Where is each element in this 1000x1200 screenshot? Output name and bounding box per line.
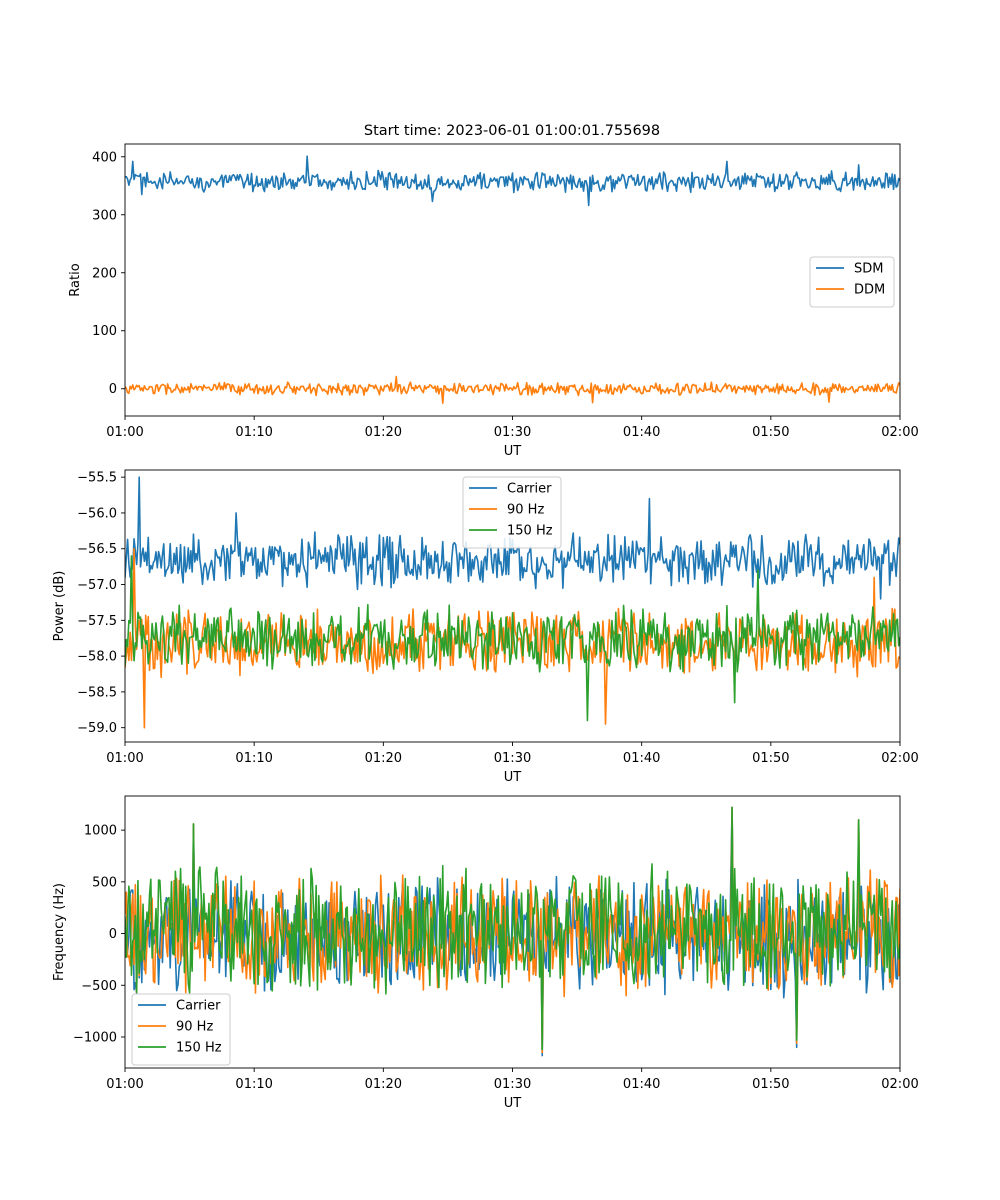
legend-label: 90 Hz xyxy=(176,1020,213,1035)
x-tick-label: 01:20 xyxy=(365,751,402,766)
series-line-1 xyxy=(125,547,900,729)
y-tick-label: −56.5 xyxy=(77,542,117,557)
y-tick-label: 0 xyxy=(109,927,117,942)
y-tick-label: 0 xyxy=(109,382,117,397)
x-tick-label: 01:00 xyxy=(106,1077,143,1092)
legend-box xyxy=(809,256,895,308)
x-tick-label: 01:30 xyxy=(494,751,531,766)
x-tick-label: 02:00 xyxy=(881,751,918,766)
figure-title: Start time: 2023-06-01 01:00:01.755698 xyxy=(364,123,660,139)
y-tick-label: −57.0 xyxy=(77,578,117,593)
y-tick-label: −57.5 xyxy=(77,614,117,629)
x-tick-label: 01:40 xyxy=(623,751,660,766)
y-tick-label: −55.5 xyxy=(77,471,117,486)
y-tick-label: −500 xyxy=(81,979,117,994)
x-tick-label: 01:10 xyxy=(235,751,272,766)
x-axis-label: UT xyxy=(504,444,522,459)
legend: Carrier 90 Hz 150 Hz xyxy=(462,476,562,549)
y-tick-label: −1000 xyxy=(73,1030,117,1045)
y-tick-label: 300 xyxy=(92,208,117,223)
x-axis-label: UT xyxy=(504,1096,522,1111)
legend-label: Carrier xyxy=(507,482,552,497)
y-tick-label: −59.0 xyxy=(77,721,117,736)
legend: Carrier 90 Hz 150 Hz xyxy=(131,993,231,1066)
x-tick-label: 01:00 xyxy=(106,425,143,440)
x-tick-label: 01:50 xyxy=(752,1077,789,1092)
legend-label: DDM xyxy=(854,283,885,298)
series-line-2 xyxy=(125,555,900,722)
y-tick-label: −58.5 xyxy=(77,685,117,700)
legend-label: Carrier xyxy=(176,999,221,1014)
y-axis-label: Power (dB) xyxy=(52,571,67,642)
x-tick-label: 01:50 xyxy=(752,425,789,440)
x-tick-label: 01:40 xyxy=(623,1077,660,1092)
series-line-1 xyxy=(125,375,900,405)
y-tick-label: 500 xyxy=(92,875,117,890)
x-tick-label: 01:30 xyxy=(494,425,531,440)
x-tick-label: 02:00 xyxy=(881,1077,918,1092)
x-tick-label: 01:10 xyxy=(235,425,272,440)
legend-label: 150 Hz xyxy=(176,1041,222,1056)
y-tick-label: −56.0 xyxy=(77,506,117,521)
power-panel: 01:00 01:10 01:20 01:30 01:40 01:50 02:00 −59.0… xyxy=(52,469,919,785)
legend-label: 90 Hz xyxy=(507,503,544,518)
x-tick-label: 01:20 xyxy=(365,1077,402,1092)
legend-label: 150 Hz xyxy=(507,524,553,539)
x-tick-label: 01:40 xyxy=(623,425,660,440)
y-axis-label: Ratio xyxy=(68,263,83,296)
legend: SDM DDM xyxy=(809,256,895,308)
y-tick-label: 200 xyxy=(92,266,117,281)
legend-label: SDM xyxy=(854,262,883,277)
x-tick-label: 01:50 xyxy=(752,751,789,766)
frequency-panel: 01:00 01:10 01:20 01:30 01:40 01:50 02:00 −1000… xyxy=(52,795,919,1111)
x-axis-label: UT xyxy=(504,770,522,785)
x-tick-label: 01:00 xyxy=(106,751,143,766)
series-line-2 xyxy=(125,806,900,1051)
x-tick-label: 01:30 xyxy=(494,1077,531,1092)
y-tick-label: 400 xyxy=(92,150,117,165)
x-tick-label: 01:10 xyxy=(235,1077,272,1092)
x-tick-label: 02:00 xyxy=(881,425,918,440)
x-tick-label: 01:20 xyxy=(365,425,402,440)
y-tick-label: −58.0 xyxy=(77,650,117,665)
y-tick-label: 1000 xyxy=(84,824,117,839)
series-line-0 xyxy=(125,155,900,207)
y-axis-label: Frequency (Hz) xyxy=(52,883,67,981)
series-line-1 xyxy=(125,806,900,1054)
y-tick-label: 100 xyxy=(92,324,117,339)
ratio-panel: 01:00 01:10 01:20 01:30 01:40 01:50 02:00 0 100 2… xyxy=(68,143,919,459)
